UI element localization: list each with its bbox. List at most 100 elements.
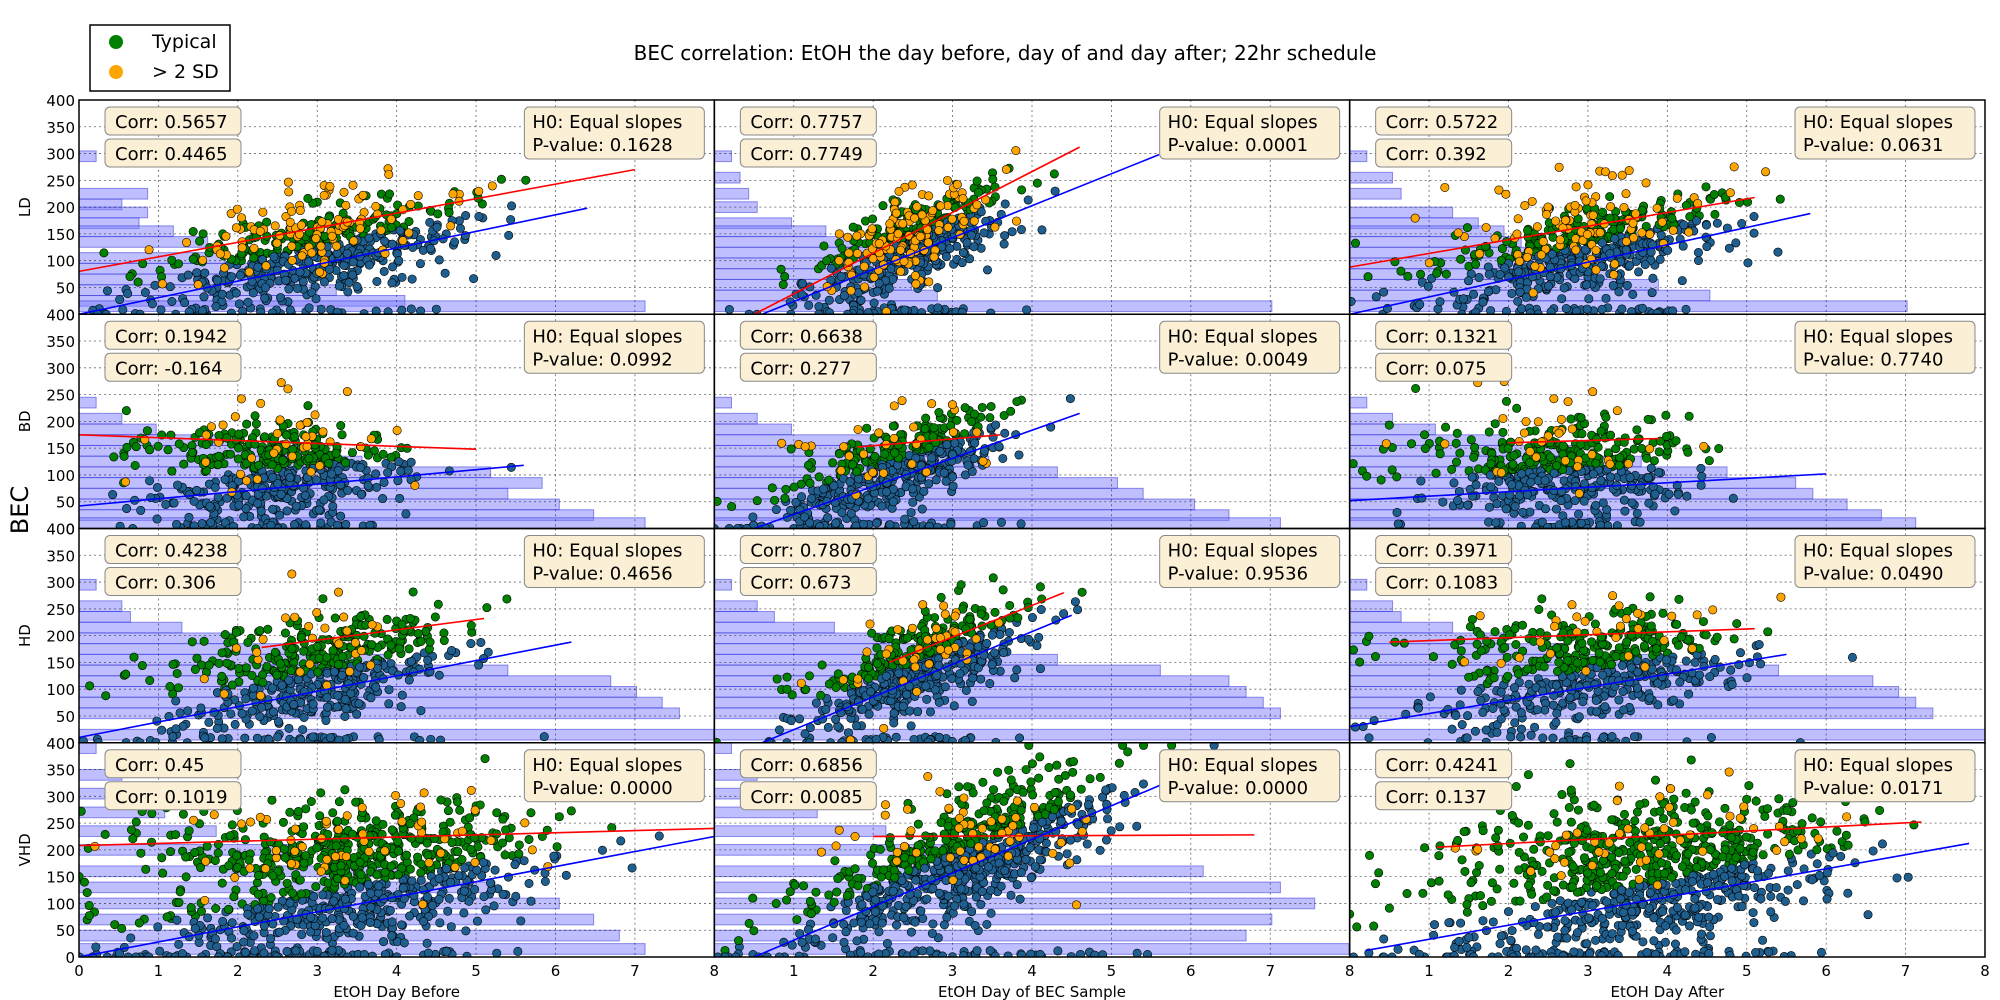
hist-bar xyxy=(1349,396,1368,409)
typical-point xyxy=(352,709,362,719)
outlier-point xyxy=(834,256,844,266)
typical-point xyxy=(284,675,294,685)
typical-point xyxy=(250,411,260,421)
typical-point xyxy=(167,466,177,476)
typical-point xyxy=(240,733,250,743)
typical-point xyxy=(1432,268,1442,278)
outlier-point xyxy=(269,448,279,458)
typical-point xyxy=(1683,447,1693,457)
typical-point xyxy=(889,718,899,728)
typical-point xyxy=(394,256,404,266)
typical-point xyxy=(976,243,986,253)
typical-point xyxy=(1433,304,1443,314)
typical-point xyxy=(1518,507,1528,517)
typical-point xyxy=(423,655,433,665)
outlier-point xyxy=(896,266,906,276)
typical-point xyxy=(1470,442,1480,452)
typical-point xyxy=(1498,427,1508,437)
typical-point xyxy=(857,704,867,714)
typical-point xyxy=(1614,460,1624,470)
typical-point xyxy=(276,293,286,303)
typical-point xyxy=(1471,307,1481,315)
typical-point xyxy=(386,658,396,668)
typical-point xyxy=(152,514,162,524)
outlier-point xyxy=(1410,213,1420,223)
typical-point xyxy=(469,274,479,284)
pvalue-box xyxy=(523,106,705,160)
outlier-point xyxy=(853,424,863,434)
typical-point xyxy=(868,214,878,224)
typical-point xyxy=(136,505,146,515)
typical-point xyxy=(803,460,813,470)
h0-label: H0: Equal slopes xyxy=(1803,112,1953,133)
typical-point xyxy=(925,707,935,717)
typical-point xyxy=(1435,449,1445,459)
outlier-point xyxy=(874,238,884,248)
outlier-point xyxy=(1672,193,1682,203)
typical-point xyxy=(1628,289,1638,299)
pvalue-box xyxy=(1794,106,1976,160)
outlier-point xyxy=(943,645,953,655)
corr-high-label: Corr: 0.5657 xyxy=(115,112,228,133)
typical-point xyxy=(184,307,194,315)
typical-point xyxy=(397,305,407,315)
pvalue-box xyxy=(1159,106,1341,160)
typical-point xyxy=(969,409,979,419)
typical-point xyxy=(356,612,366,622)
typical-point xyxy=(933,522,943,529)
typical-point xyxy=(714,496,722,506)
outlier-point xyxy=(869,272,879,282)
typical-point xyxy=(299,712,309,722)
typical-point xyxy=(298,725,308,735)
typical-point xyxy=(415,259,425,269)
typical-point xyxy=(474,660,484,670)
typical-point xyxy=(327,469,337,479)
typical-point xyxy=(214,658,224,668)
outlier-point xyxy=(1588,387,1598,397)
y-tick-label: 150 xyxy=(46,440,75,458)
outlier-point xyxy=(318,427,328,437)
typical-point xyxy=(1393,519,1403,529)
typical-point xyxy=(807,493,817,503)
outlier-point xyxy=(446,221,456,231)
typical-point xyxy=(1671,436,1681,446)
typical-point xyxy=(308,732,318,742)
typical-point xyxy=(902,690,912,700)
typical-point xyxy=(1467,472,1477,482)
typical-point xyxy=(388,262,398,272)
typical-point xyxy=(1466,435,1476,445)
typical-point xyxy=(147,299,157,309)
typical-point xyxy=(1612,521,1622,529)
typical-point xyxy=(396,466,406,476)
typical-point xyxy=(864,673,874,683)
typical-point xyxy=(314,505,324,515)
outlier-point xyxy=(907,459,917,469)
fit-line-low xyxy=(761,153,1160,315)
typical-point xyxy=(229,521,239,529)
typical-point xyxy=(1507,288,1517,298)
outlier-point xyxy=(796,678,806,688)
typical-point xyxy=(200,733,210,743)
outlier-point xyxy=(230,412,240,422)
hist-bar xyxy=(1349,600,1394,613)
outlier-point xyxy=(307,248,317,258)
typical-point xyxy=(273,732,283,742)
typical-point xyxy=(192,485,202,495)
pvalue-label: P-value: 0.0001 xyxy=(1168,135,1308,156)
typical-point xyxy=(837,243,847,253)
typical-point xyxy=(352,281,362,291)
outlier-point xyxy=(911,279,921,289)
typical-point xyxy=(961,685,971,695)
typical-point xyxy=(504,230,514,240)
typical-point xyxy=(823,513,833,523)
typical-point xyxy=(934,732,944,742)
row-label: LD xyxy=(16,197,34,217)
outlier-point xyxy=(879,468,889,478)
typical-point xyxy=(831,714,841,724)
outlier-point xyxy=(1440,439,1450,449)
outlier-point xyxy=(928,206,938,216)
y-tick-label: 100 xyxy=(46,253,75,271)
typical-point xyxy=(1749,212,1759,222)
